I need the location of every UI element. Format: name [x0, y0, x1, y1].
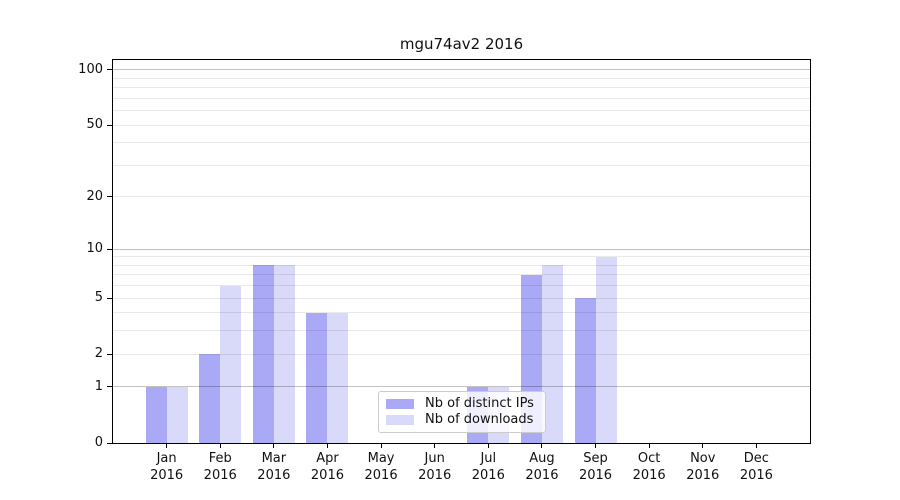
legend: Nb of distinct IPs Nb of downloads — [378, 391, 546, 433]
y-tick-label-10: 10 — [86, 241, 103, 257]
x-tick-label-may: May 2016 — [364, 451, 398, 483]
gridline-y-5 — [113, 297, 810, 299]
gridline-y-3 — [113, 330, 810, 332]
y-tick-label-5: 5 — [94, 290, 103, 306]
x-tick-label-nov: Nov 2016 — [686, 451, 720, 483]
y-tick-mark-0 — [107, 442, 112, 444]
gridline-y-7 — [113, 274, 810, 276]
legend-swatch-distinct-ips-icon — [386, 399, 414, 409]
bars-layer — [113, 60, 810, 443]
x-tick-mark-jun — [434, 444, 436, 448]
x-tick-mark-apr — [326, 444, 328, 448]
bar-distinct-ips-jan — [145, 386, 167, 443]
x-tick-mark-sep — [595, 444, 597, 448]
x-tick-mark-oct — [648, 444, 650, 448]
y-tick-mark-2 — [107, 353, 112, 355]
y-tick-mark-20 — [107, 196, 112, 198]
gridline-y-1 — [113, 386, 810, 388]
bar-downloads-jan — [166, 386, 188, 443]
y-tick-mark-10 — [107, 248, 112, 250]
gridline-y-8 — [113, 264, 810, 266]
x-tick-mark-mar — [273, 444, 275, 448]
bar-downloads-aug — [541, 265, 563, 443]
gridline-y-30 — [113, 164, 810, 166]
legend-label-downloads: Nb of downloads — [425, 412, 534, 427]
x-tick-mark-may — [380, 444, 382, 448]
x-tick-label-jan: Jan 2016 — [150, 451, 184, 483]
bar-distinct-ips-feb — [199, 354, 221, 443]
gridline-y-60 — [113, 110, 810, 112]
gridline-y-100 — [113, 69, 810, 71]
bar-downloads-apr — [327, 312, 349, 443]
legend-label-distinct-ips: Nb of distinct IPs — [425, 396, 534, 411]
gridline-y-4 — [113, 312, 810, 314]
gridline-y-50 — [113, 124, 810, 126]
x-tick-label-mar: Mar 2016 — [257, 451, 291, 483]
gridline-y-40 — [113, 142, 810, 144]
y-tick-mark-5 — [107, 297, 112, 299]
gridline-y-2 — [113, 353, 810, 355]
y-tick-label-0: 0 — [94, 435, 103, 450]
x-tick-label-feb: Feb 2016 — [203, 451, 237, 483]
gridline-y-90 — [113, 77, 810, 79]
y-tick-label-50: 50 — [86, 117, 103, 133]
gridline-y-9 — [113, 256, 810, 258]
bar-downloads-mar — [273, 265, 295, 443]
x-tick-mark-feb — [219, 444, 221, 448]
bar-distinct-ips-mar — [252, 265, 274, 443]
y-tick-mark-1 — [107, 386, 112, 388]
x-tick-label-jun: Jun 2016 — [418, 451, 452, 483]
gridline-y-70 — [113, 97, 810, 99]
y-tick-label-1: 1 — [94, 378, 103, 394]
x-tick-label-jul: Jul 2016 — [471, 451, 505, 483]
y-tick-mark-100 — [107, 69, 112, 71]
bar-downloads-feb — [220, 285, 242, 443]
gridline-y-6 — [113, 285, 810, 287]
legend-row-distinct-ips: Nb of distinct IPs — [386, 397, 537, 411]
bar-distinct-ips-sep — [574, 298, 596, 443]
x-tick-label-apr: Apr 2016 — [310, 451, 344, 483]
x-tick-label-aug: Aug 2016 — [525, 451, 559, 483]
bar-distinct-ips-apr — [306, 312, 328, 443]
y-tick-label-20: 20 — [86, 188, 103, 204]
gridline-y-20 — [113, 196, 810, 198]
x-tick-label-dec: Dec 2016 — [739, 451, 773, 483]
x-tick-mark-nov — [702, 444, 704, 448]
x-tick-mark-aug — [541, 444, 543, 448]
legend-row-downloads: Nb of downloads — [386, 413, 537, 427]
x-tick-label-oct: Oct 2016 — [632, 451, 666, 483]
x-tick-mark-dec — [755, 444, 757, 448]
legend-swatch-downloads-icon — [386, 415, 414, 425]
y-tick-label-2: 2 — [94, 346, 103, 362]
grid-layer — [113, 60, 810, 443]
x-tick-mark-jul — [487, 444, 489, 448]
gridline-y-10 — [113, 248, 810, 250]
gridline-y-80 — [113, 87, 810, 89]
chart-title: mgu74av2 2016 — [399, 35, 524, 53]
y-tick-mark-50 — [107, 124, 112, 126]
x-tick-mark-jan — [166, 444, 168, 448]
plot-area: Nb of distinct IPs Nb of downloads 0 1 2 5 1… — [78, 59, 811, 483]
y-tick-label-100: 100 — [78, 61, 103, 77]
bar-downloads-sep — [595, 256, 617, 443]
x-tick-label-sep: Sep 2016 — [578, 451, 613, 483]
